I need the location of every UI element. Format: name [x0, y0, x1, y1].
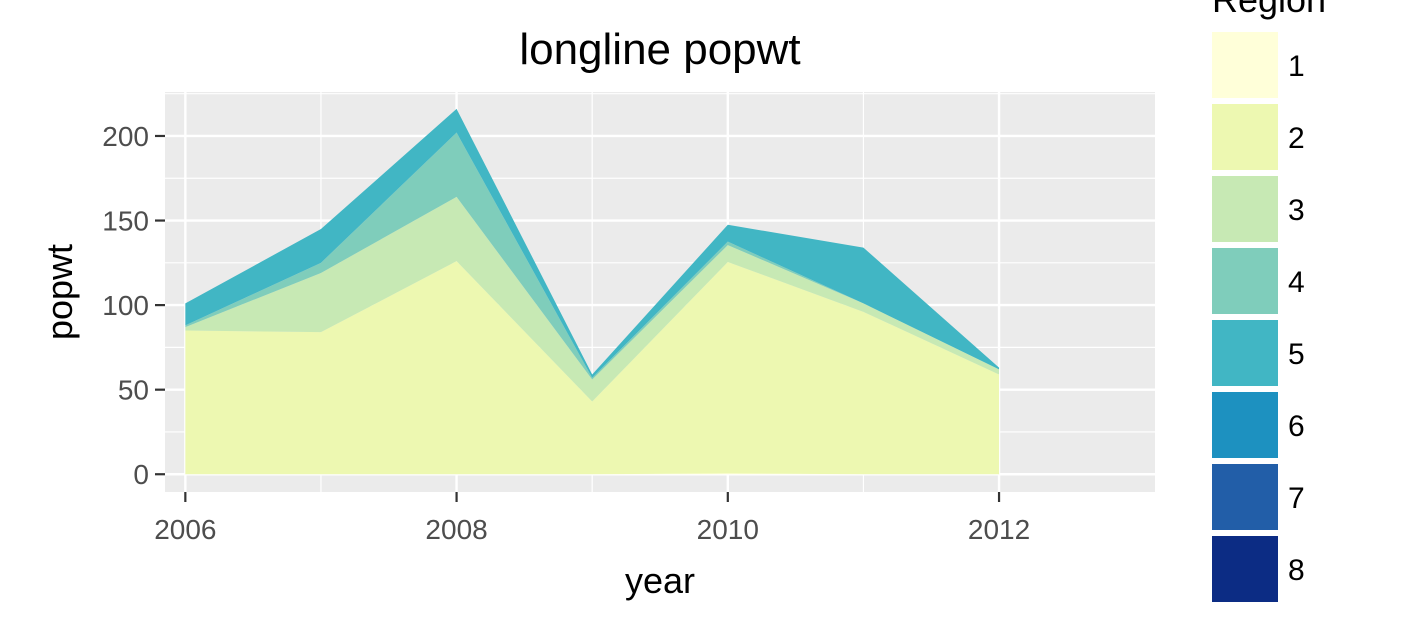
legend-label-3: 3 — [1288, 194, 1305, 227]
legend-label-8: 8 — [1288, 554, 1305, 587]
legend-label-6: 6 — [1288, 410, 1305, 443]
x-tick-label: 2012 — [968, 514, 1030, 545]
x-tick-label: 2008 — [425, 514, 487, 545]
legend-swatch-1 — [1212, 32, 1278, 98]
legend-swatch-8 — [1212, 536, 1278, 602]
legend-swatch-2 — [1212, 104, 1278, 170]
legend-title: Region — [1212, 0, 1326, 20]
x-tick-label: 2006 — [154, 514, 216, 545]
y-tick-label: 200 — [102, 121, 149, 152]
axes: 0 50 100 150 200 2006 2008 2010 2012 — [102, 121, 1030, 545]
legend-label-5: 5 — [1288, 338, 1305, 371]
legend-label-7: 7 — [1288, 482, 1305, 515]
legend-swatch-7 — [1212, 464, 1278, 530]
x-tick-label: 2010 — [697, 514, 759, 545]
area-series-group — [185, 108, 1000, 475]
legend-swatch-6 — [1212, 392, 1278, 458]
legend-label-1: 1 — [1288, 50, 1305, 83]
chart-title: longline popwt — [519, 25, 800, 74]
area-region-2 — [185, 261, 1000, 475]
x-axis-title: year — [625, 560, 695, 601]
y-tick-label: 150 — [102, 206, 149, 237]
legend-swatch-3 — [1212, 176, 1278, 242]
area-region-3 — [185, 196, 1000, 402]
area-region-4 — [185, 132, 1000, 380]
y-tick-label: 0 — [133, 459, 149, 490]
legend-label-2: 2 — [1288, 122, 1305, 155]
y-tick-label: 100 — [102, 290, 149, 321]
legend-swatch-5 — [1212, 320, 1278, 386]
y-tick-label: 50 — [118, 375, 149, 406]
y-axis-title: popwt — [39, 244, 80, 340]
legend-swatch-4 — [1212, 248, 1278, 314]
legend: 1 2 3 4 5 6 7 8 — [1212, 32, 1305, 602]
area-region-5 — [185, 108, 1000, 378]
area-region-1 — [185, 473, 1000, 475]
legend-label-4: 4 — [1288, 266, 1305, 299]
